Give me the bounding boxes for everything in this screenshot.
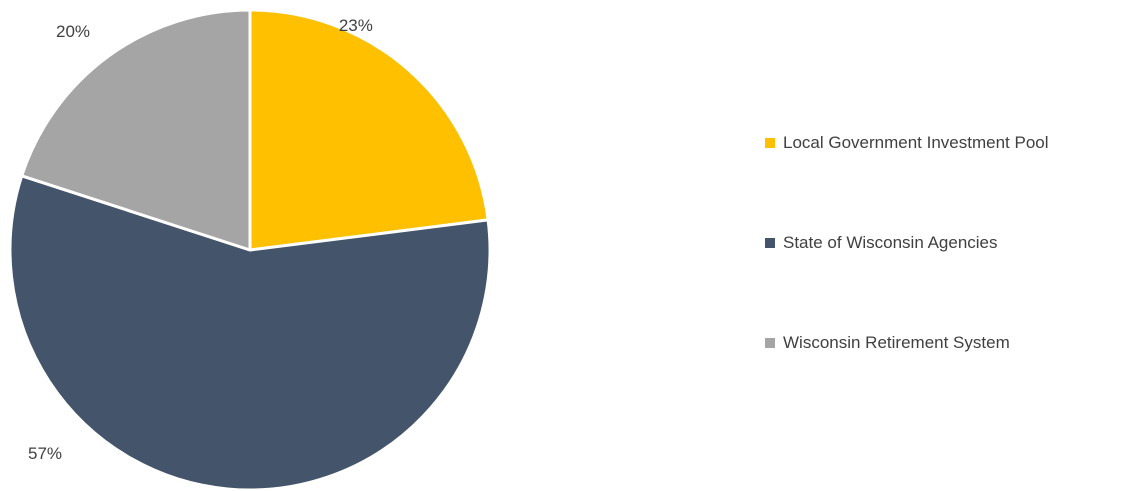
pie-slices bbox=[8, 8, 492, 491]
pie-slice-wisconsin-retirement-system bbox=[20, 8, 252, 252]
pie-slice-local-government-investment-pool bbox=[248, 8, 490, 252]
legend-item-wisconsin-retirement-system: Wisconsin Retirement System bbox=[765, 328, 1125, 358]
pie-data-label: 57% bbox=[28, 444, 62, 463]
legend-item-state-of-wisconsin-agencies: State of Wisconsin Agencies bbox=[765, 228, 1125, 258]
legend-swatch bbox=[765, 338, 775, 348]
legend-label: Local Government Investment Pool bbox=[783, 133, 1049, 152]
pie-data-labels: 23% 57% 20% bbox=[28, 16, 373, 463]
chart-legend: Local Government Investment Pool State o… bbox=[765, 128, 1125, 358]
legend-label: Wisconsin Retirement System bbox=[783, 333, 1010, 352]
legend-swatch bbox=[765, 138, 775, 148]
legend-swatch bbox=[765, 238, 775, 248]
pie-data-label: 23% bbox=[339, 16, 373, 35]
legend-item-local-government-investment-pool: Local Government Investment Pool bbox=[765, 128, 1125, 158]
pie-data-label: 20% bbox=[56, 22, 90, 41]
pie-slice-state-of-wisconsin-agencies bbox=[8, 174, 492, 491]
legend-label: State of Wisconsin Agencies bbox=[783, 233, 998, 252]
